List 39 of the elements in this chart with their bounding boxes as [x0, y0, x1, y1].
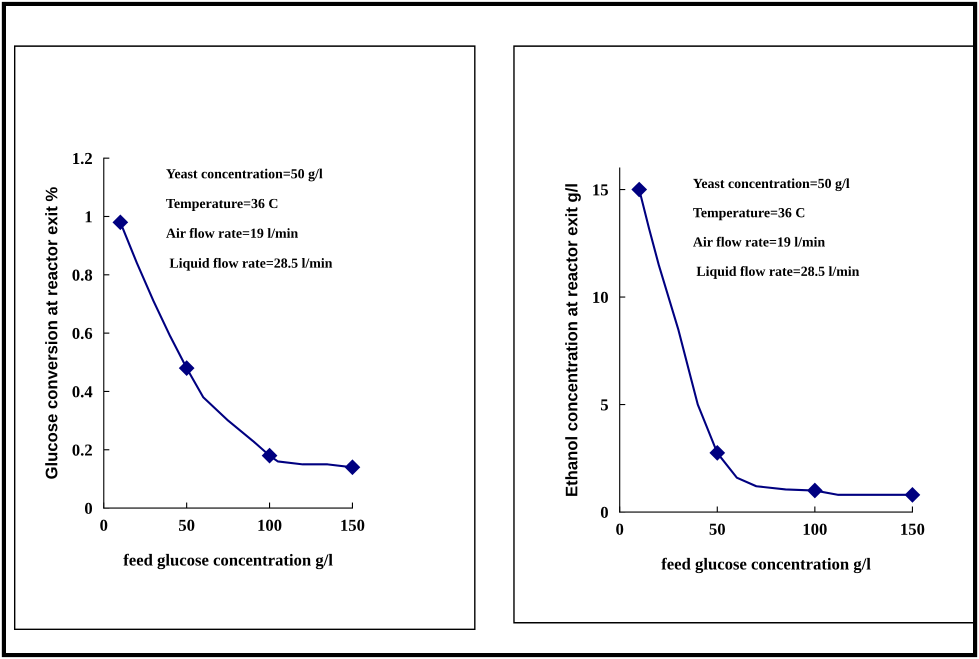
x-tick-label: 150: [901, 524, 924, 535]
y-tick-label: 10: [593, 292, 608, 303]
y-tick-label: 0.4: [72, 386, 92, 398]
point: [632, 182, 647, 198]
point: [344, 460, 360, 475]
y-tick-label: 15: [593, 184, 608, 196]
x-tick-label: 150: [341, 520, 364, 531]
x-axis-title: feed glucose concentration g/l: [661, 558, 871, 574]
x-tick-label: 50: [178, 520, 194, 531]
x-tick-label: 50: [710, 524, 725, 535]
annotation: Liquid flow rate=28.5 l/min: [170, 258, 332, 271]
point: [112, 214, 128, 230]
point: [710, 445, 725, 460]
y-tick-label: 0.6: [72, 328, 92, 340]
y-tick-label: 1.2: [73, 152, 92, 164]
x-tick-label: 100: [804, 524, 827, 535]
annotation: Liquid flow rate=28.5 l/min: [696, 266, 860, 279]
x-axis-title: feed glucose concentration g/l: [123, 554, 333, 570]
point: [904, 487, 920, 502]
annotation: Yeast concentration=50 g/l: [693, 178, 850, 192]
x-tick-label: 100: [258, 520, 282, 531]
y-tick-label: 0.8: [72, 270, 92, 281]
y-tick-label: 0: [84, 502, 92, 514]
y-axis-title: Glucose conversion at reactor exit %: [45, 187, 58, 479]
annotation: Air flow rate=19 l/min: [166, 228, 298, 238]
annotation: Temperature=36 C: [166, 198, 278, 211]
annotation: Air flow rate=19 l/min: [693, 236, 825, 247]
x-tick-label: 0: [100, 520, 108, 531]
y-axis-title: Ethanol concentration at reactor exit g/l: [565, 184, 581, 496]
annotation: Yeast concentration=50 g/l: [166, 168, 323, 182]
point: [807, 482, 822, 498]
y-tick-label: 0: [600, 506, 608, 518]
y-tick-label: 0.2: [72, 444, 92, 456]
point: [179, 360, 194, 376]
y-tick-label: 5: [600, 399, 608, 410]
y-tick-label: 1: [86, 211, 92, 222]
point: [262, 448, 278, 464]
x-tick-label: 0: [616, 524, 624, 535]
annotation: Temperature=36 C: [693, 208, 804, 220]
